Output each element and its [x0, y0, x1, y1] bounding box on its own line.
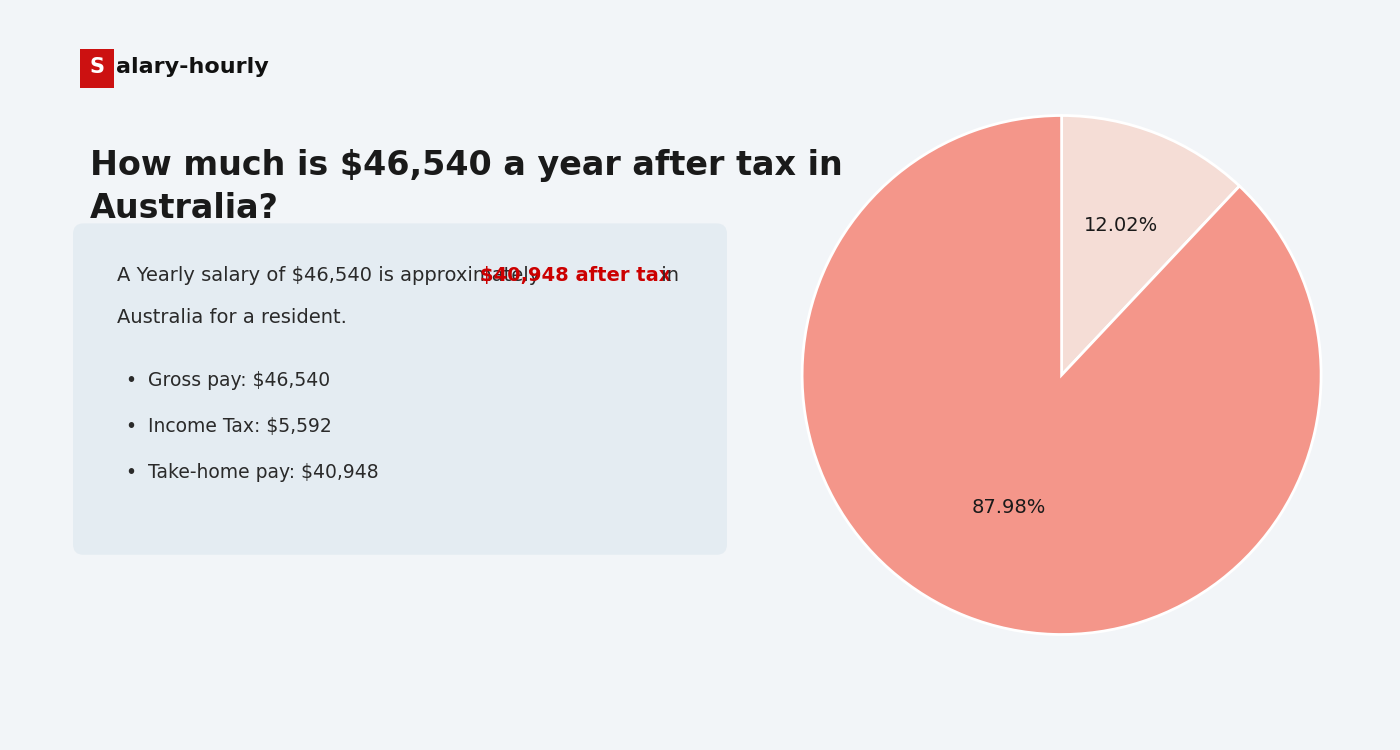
Text: Income Tax: $5,592: Income Tax: $5,592 [148, 417, 332, 436]
Text: Take-home pay: $40,948: Take-home pay: $40,948 [148, 463, 378, 482]
Text: alary-hourly: alary-hourly [116, 57, 269, 77]
Text: Australia for a resident.: Australia for a resident. [118, 308, 347, 327]
Wedge shape [1061, 116, 1239, 375]
Text: S: S [90, 57, 105, 77]
Text: •: • [126, 463, 136, 482]
Wedge shape [802, 116, 1322, 634]
Text: Gross pay: $46,540: Gross pay: $46,540 [148, 371, 330, 391]
Text: A Yearly salary of $46,540 is approximately: A Yearly salary of $46,540 is approximat… [118, 266, 547, 285]
FancyBboxPatch shape [73, 224, 727, 555]
Text: •: • [126, 417, 136, 436]
Text: 87.98%: 87.98% [972, 498, 1046, 517]
FancyBboxPatch shape [80, 50, 113, 88]
Text: $40,948 after tax: $40,948 after tax [480, 266, 671, 285]
Text: •: • [126, 371, 136, 391]
Text: in: in [655, 266, 679, 285]
Text: How much is $46,540 a year after tax in
Australia?: How much is $46,540 a year after tax in … [90, 149, 843, 224]
Text: 12.02%: 12.02% [1084, 216, 1158, 235]
